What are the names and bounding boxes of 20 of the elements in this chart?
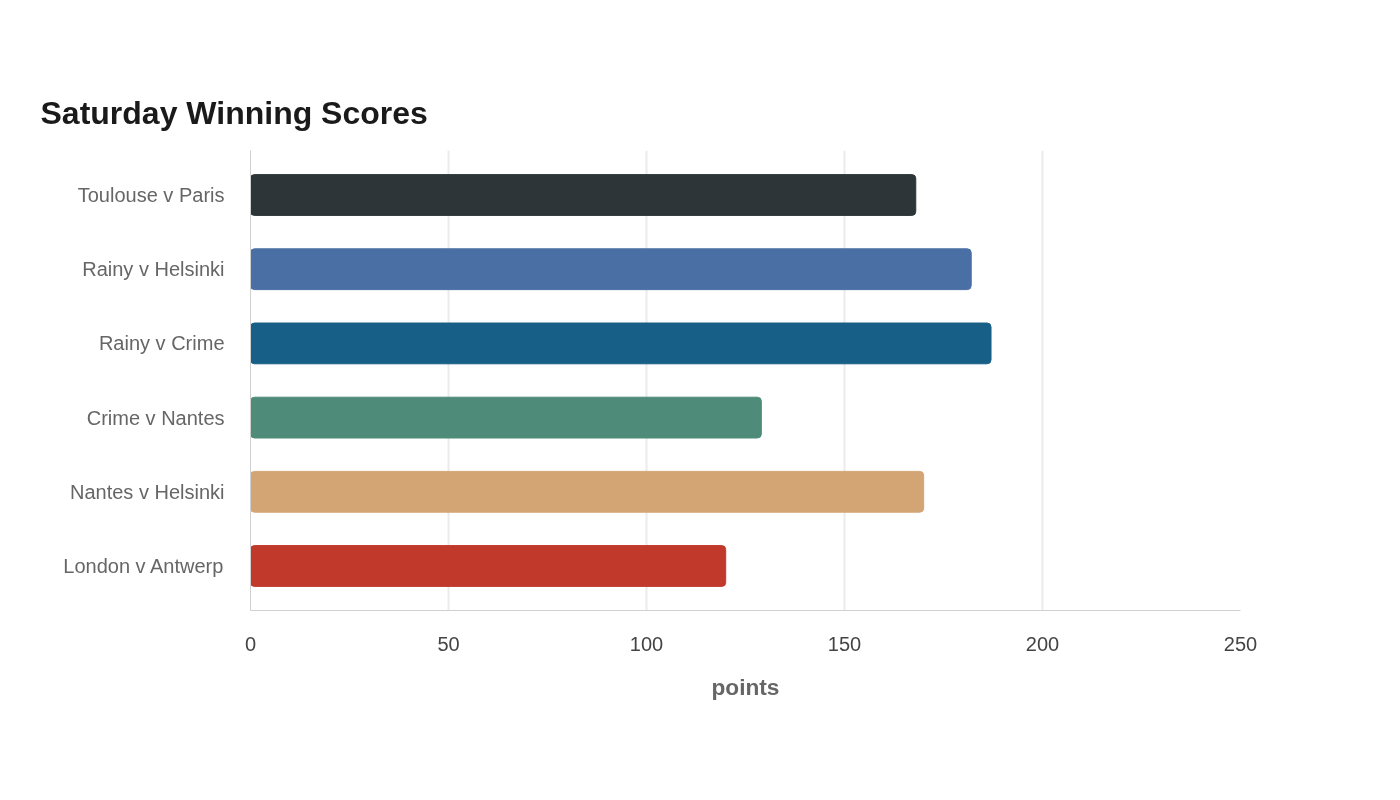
bar: [250, 174, 917, 216]
chart-title: Saturday Winning Scores: [40, 94, 428, 131]
x-tick-label: 50: [437, 632, 460, 655]
x-tick-label: 150: [827, 632, 862, 655]
x-tick-label: 100: [629, 632, 664, 655]
bar: [250, 545, 727, 587]
y-tick-label: Nantes v Helsinki: [70, 480, 225, 503]
x-tick-label: 200: [1025, 632, 1060, 655]
y-tick-label: Toulouse v Paris: [77, 184, 225, 207]
y-tick-label: Rainy v Crime: [98, 332, 225, 355]
bar: [250, 396, 762, 439]
bar: [250, 322, 992, 365]
y-tick-label: London v Antwerp: [63, 554, 224, 577]
bar: [250, 470, 925, 513]
y-tick-label: Crime v Nantes: [86, 406, 225, 429]
x-axis-title: points: [711, 673, 780, 700]
x-tick-label: 250: [1223, 632, 1258, 655]
y-tick-label: Rainy v Helsinki: [82, 258, 225, 281]
x-tick-label: 0: [244, 632, 257, 655]
bar: [250, 248, 972, 291]
